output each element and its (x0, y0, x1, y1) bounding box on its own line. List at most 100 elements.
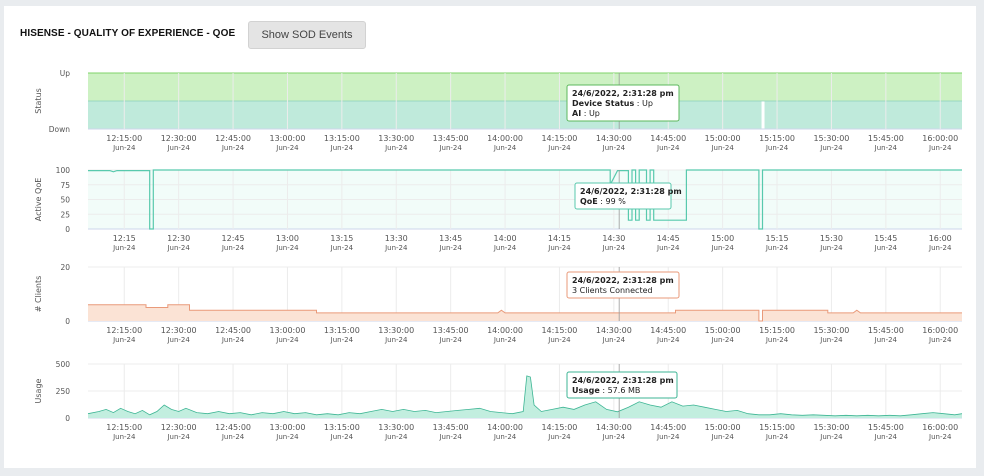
x-tick-label: 15:00:00 (705, 423, 741, 432)
x-tick-label: 13:00:00 (269, 423, 305, 432)
x-tick-label: 13:45 (439, 234, 462, 243)
x-tick-date: Jun-24 (166, 336, 190, 344)
x-tick-date: Jun-24 (221, 336, 245, 344)
y-tick-label: 0 (65, 414, 70, 423)
x-tick-date: Jun-24 (765, 433, 789, 441)
show-sod-events-button[interactable]: Show SOD Events (248, 21, 366, 49)
x-tick-date: Jun-24 (928, 144, 952, 152)
x-tick-label: 13:45:00 (433, 326, 469, 335)
x-tick-label: 15:45:00 (868, 423, 904, 432)
x-tick-label: 14:00:00 (487, 134, 523, 143)
tooltip-line: Device Status : Up (572, 99, 653, 108)
x-tick-date: Jun-24 (275, 144, 299, 152)
x-tick-date: Jun-24 (710, 433, 734, 441)
tooltip-box-usage (566, 371, 678, 399)
x-tick-label: 15:15 (766, 234, 789, 243)
x-tick-date: Jun-24 (547, 144, 571, 152)
x-tick-label: 13:45:00 (433, 423, 469, 432)
x-tick-label: 13:30:00 (378, 326, 414, 335)
x-tick-label: 13:00 (276, 234, 299, 243)
x-tick-label: 13:15:00 (324, 134, 360, 143)
tooltip-line: AI : Up (572, 109, 600, 118)
x-tick-label: 13:15 (330, 234, 353, 243)
x-tick-label: 14:30:00 (596, 326, 632, 335)
x-tick-date: Jun-24 (819, 144, 843, 152)
x-tick-date: Jun-24 (166, 433, 190, 441)
x-tick-date: Jun-24 (493, 244, 517, 252)
x-tick-label: 12:15:00 (106, 326, 142, 335)
tooltip-line-value: : Up (634, 99, 653, 108)
x-tick-date: Jun-24 (438, 244, 462, 252)
x-tick-label: 15:15:00 (759, 423, 795, 432)
x-tick-date: Jun-24 (275, 433, 299, 441)
x-tick-date: Jun-24 (112, 433, 136, 441)
x-tick-date: Jun-24 (384, 244, 408, 252)
x-tick-label: 13:45:00 (433, 134, 469, 143)
x-tick-date: Jun-24 (819, 244, 843, 252)
x-tick-label: 13:00:00 (269, 326, 305, 335)
x-tick-label: 15:30:00 (813, 134, 849, 143)
tooltip-box-qoe (574, 182, 672, 210)
x-tick-label: 14:00:00 (487, 326, 523, 335)
x-tick-label: 13:30:00 (378, 134, 414, 143)
x-tick-label: 12:30 (167, 234, 190, 243)
x-tick-label: 13:15:00 (324, 423, 360, 432)
y-tick-label: 75 (60, 181, 70, 190)
x-tick-label: 12:45:00 (215, 134, 251, 143)
x-tick-date: Jun-24 (602, 336, 626, 344)
x-tick-date: Jun-24 (166, 244, 190, 252)
tooltip-line-label: QoE (580, 197, 598, 206)
tooltip-time: 24/6/2022, 2:31:28 pm (572, 276, 674, 285)
x-tick-date: Jun-24 (656, 433, 680, 441)
y-tick-label: 0 (65, 317, 70, 326)
tooltip-line-value: : 57.6 MB (600, 386, 641, 395)
x-tick-date: Jun-24 (221, 244, 245, 252)
x-tick-date: Jun-24 (330, 144, 354, 152)
x-tick-label: 14:45:00 (650, 326, 686, 335)
x-tick-date: Jun-24 (928, 433, 952, 441)
tooltip-line-value: : 99 % (598, 197, 627, 206)
x-tick-label: 13:30:00 (378, 423, 414, 432)
x-tick-label: 14:15:00 (541, 423, 577, 432)
x-tick-label: 15:15:00 (759, 326, 795, 335)
x-tick-date: Jun-24 (330, 244, 354, 252)
tooltip-time: 24/6/2022, 2:31:28 pm (572, 89, 674, 98)
tooltip-line-value: : Up (581, 109, 600, 118)
usage-series-line (87, 375, 963, 417)
y-axis-title: Status (34, 88, 43, 114)
y-tick-label: 25 (60, 210, 70, 219)
tooltip-time: 24/6/2022, 2:31:28 pm (580, 187, 682, 196)
x-tick-label: 15:30:00 (813, 326, 849, 335)
x-tick-date: Jun-24 (112, 144, 136, 152)
tooltip-box-clients (566, 271, 680, 299)
x-tick-date: Jun-24 (819, 433, 843, 441)
x-tick-label: 15:30 (820, 234, 843, 243)
x-tick-date: Jun-24 (438, 433, 462, 441)
x-tick-label: 14:15:00 (541, 134, 577, 143)
x-tick-label: 12:30:00 (161, 134, 197, 143)
x-tick-date: Jun-24 (275, 336, 299, 344)
x-tick-date: Jun-24 (384, 433, 408, 441)
y-tick-label: Up (60, 69, 70, 78)
y-tick-label: 250 (56, 387, 71, 396)
x-tick-label: 16:00:00 (922, 134, 958, 143)
x-tick-date: Jun-24 (602, 433, 626, 441)
x-tick-date: Jun-24 (874, 244, 898, 252)
tooltip-time: 24/6/2022, 2:31:28 pm (572, 376, 674, 385)
x-tick-date: Jun-24 (221, 144, 245, 152)
x-tick-date: Jun-24 (547, 336, 571, 344)
x-tick-date: Jun-24 (765, 144, 789, 152)
x-tick-label: 12:15:00 (106, 134, 142, 143)
x-tick-date: Jun-24 (928, 336, 952, 344)
x-tick-date: Jun-24 (112, 336, 136, 344)
x-tick-label: 14:00 (494, 234, 517, 243)
x-tick-label: 15:00:00 (705, 134, 741, 143)
device-status-area (88, 73, 962, 101)
tooltip-line-label: Usage (572, 386, 600, 395)
x-tick-label: 15:30:00 (813, 423, 849, 432)
x-tick-label: 15:45:00 (868, 326, 904, 335)
x-tick-date: Jun-24 (547, 244, 571, 252)
x-tick-date: Jun-24 (765, 244, 789, 252)
tooltip-line: Usage : 57.6 MB (572, 386, 640, 395)
